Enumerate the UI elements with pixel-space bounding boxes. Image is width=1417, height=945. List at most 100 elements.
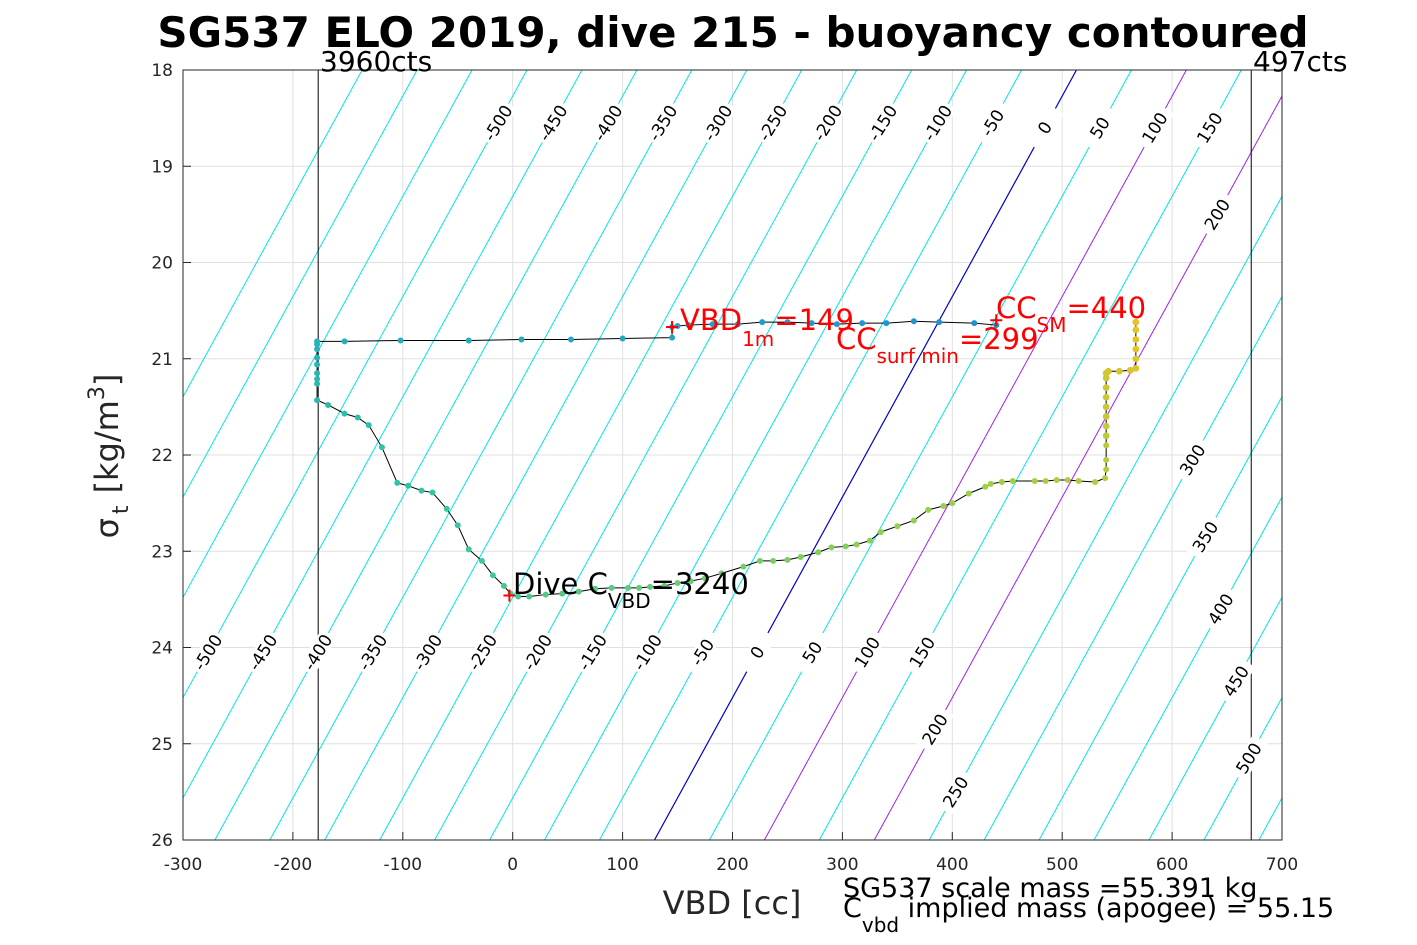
dive-point (1103, 442, 1110, 449)
dive-point (971, 320, 978, 327)
dive-point (894, 523, 901, 530)
contour-label-top-bg (643, 99, 683, 147)
contour-label-top-bg (1135, 104, 1175, 152)
footer-scale-mass: SG537 scale mass =55.391 kg (843, 873, 1257, 904)
y-axis-ticks: 18 19 20 21 22 23 24 25 26 (151, 61, 191, 851)
contour-label-right-bg (1185, 513, 1225, 561)
contour-line (1258, 796, 1282, 840)
dive-point (1102, 384, 1110, 392)
dive-point (454, 522, 461, 529)
annotation-cc-surf-min-main: CC (836, 322, 877, 356)
contour-line (653, 70, 1078, 840)
dive-point (709, 321, 716, 328)
dive-point (354, 414, 361, 421)
dive-point (936, 319, 943, 326)
dive-point (1102, 393, 1110, 401)
contour-line (214, 70, 638, 840)
dive-point (1115, 367, 1123, 375)
dive-track (316, 320, 1137, 597)
contour-label-top-bg (1080, 104, 1120, 152)
dive-point (636, 584, 643, 591)
y-axis-label-subscript: t (109, 505, 134, 514)
annotation-dive-cvbd-tail: =3240 (651, 567, 749, 601)
dive-point (784, 556, 791, 563)
contour-label-bottom-bg (628, 628, 667, 676)
dive-point (833, 321, 840, 328)
contour-label-top-bg (863, 99, 902, 147)
dive-point (828, 544, 835, 551)
x-axis-label: VBD [cc] (663, 884, 802, 922)
buoyancy-contours (183, 70, 1417, 840)
dive-point (314, 397, 321, 404)
contour-line (183, 70, 418, 499)
contour-line (489, 70, 913, 840)
contour-label-right-bg (1229, 734, 1269, 782)
contour-label-bottom-bg (518, 628, 557, 676)
contour-label-right-bg (1201, 585, 1240, 633)
annotation-vbd-1m-tail: =149 (774, 303, 854, 337)
dive-point (625, 584, 632, 591)
dive-point (815, 549, 822, 556)
dive-point (808, 320, 815, 327)
x-tick-label: 400 (936, 855, 968, 875)
y-tick-label: 26 (151, 831, 173, 851)
contour-label-right-bg (1173, 436, 1212, 484)
contour-line (1314, 70, 1417, 840)
dive-point (1102, 374, 1110, 382)
dive-point (1132, 336, 1140, 343)
contour-line (1093, 496, 1282, 840)
grid (182, 69, 1283, 841)
dive-point (1102, 432, 1110, 440)
contour-label-top-bg (698, 99, 738, 147)
chart-title: SG537 ELO 2019, dive 215 - buoyancy cont… (157, 8, 1308, 57)
dive-point (397, 337, 404, 344)
contour-line (763, 70, 1187, 840)
dive-point (542, 591, 549, 598)
y-axis-label-superscript: 3 (85, 386, 110, 400)
dive-point (1104, 367, 1112, 375)
dive-point (1092, 478, 1099, 485)
contour-line (269, 70, 693, 840)
x-tick-label: 300 (826, 855, 858, 875)
dive-point (647, 583, 654, 590)
dive-point (518, 336, 525, 343)
contour-group (183, 70, 1417, 840)
contour-label-bottom-bg (936, 768, 975, 816)
dive-point (1031, 477, 1038, 484)
contour-label-bottom-bg (902, 628, 942, 676)
x-tick-label: -300 (164, 855, 203, 875)
annotation-vbd-1m-sub: 1m (742, 327, 774, 351)
footer-implied-mass-sub: vbd (862, 913, 899, 937)
dive-point (465, 546, 472, 553)
x-tick-label: 200 (716, 855, 748, 875)
contour-line (1038, 395, 1282, 840)
dive-point (1126, 366, 1134, 374)
dive-point (314, 380, 321, 387)
dive-point (500, 582, 507, 589)
contour-label-bottom-bg (573, 628, 612, 676)
x-tick-label: -200 (274, 855, 313, 875)
contour-line (1369, 70, 1417, 840)
annotation-cc-surf-min-tail: =299 (959, 322, 1039, 356)
y-axis-label-close: ] (88, 374, 126, 386)
contour-label-bottom-bg (463, 628, 502, 676)
dive-point (1102, 403, 1110, 411)
annotation-cc-sm-sub: SM (1037, 313, 1067, 337)
annotation-cc-sm-main: CC (996, 291, 1037, 325)
dive-point (910, 517, 917, 524)
y-tick-label: 22 (151, 446, 173, 466)
dive-point (784, 319, 791, 326)
dive-point (314, 354, 321, 361)
contour-line (1148, 596, 1282, 840)
contour-label-bottom-bg (683, 628, 722, 676)
contour-label-top-bg (1190, 104, 1229, 152)
dive-point (575, 588, 582, 595)
x-tick-label: 100 (606, 855, 638, 875)
dive-point (1075, 477, 1082, 484)
dive-point (734, 321, 741, 328)
x-tick-label: 500 (1046, 855, 1078, 875)
annotation-vbd-1m-main: VBD (680, 303, 742, 337)
x-tick-label: 0 (507, 855, 518, 875)
annotation-cc-surf-min-sub: surf min (877, 344, 959, 368)
contour-label-bottom-bg (298, 628, 338, 676)
